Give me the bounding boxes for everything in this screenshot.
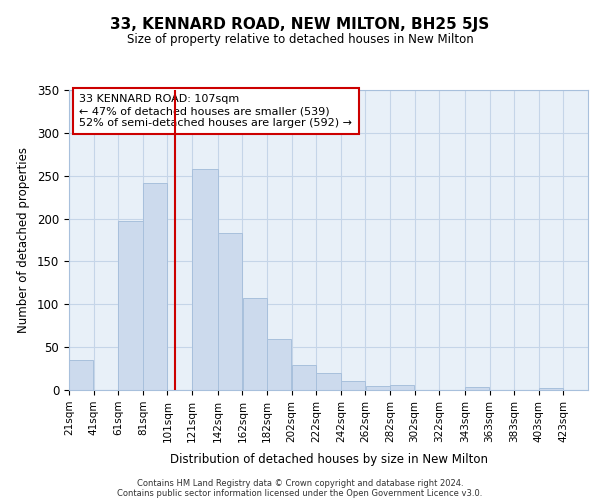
Bar — [390, 385, 415, 390]
Bar — [118, 221, 143, 390]
Bar — [292, 365, 316, 390]
Bar — [539, 388, 563, 390]
Bar — [341, 382, 365, 390]
Bar — [242, 298, 267, 390]
Y-axis label: Number of detached properties: Number of detached properties — [17, 147, 30, 333]
Text: 33 KENNARD ROAD: 107sqm
← 47% of detached houses are smaller (539)
52% of semi-d: 33 KENNARD ROAD: 107sqm ← 47% of detache… — [79, 94, 352, 128]
X-axis label: Distribution of detached houses by size in New Milton: Distribution of detached houses by size … — [170, 453, 487, 466]
Text: 33, KENNARD ROAD, NEW MILTON, BH25 5JS: 33, KENNARD ROAD, NEW MILTON, BH25 5JS — [110, 18, 490, 32]
Text: Size of property relative to detached houses in New Milton: Size of property relative to detached ho… — [127, 32, 473, 46]
Bar — [69, 360, 94, 390]
Bar — [316, 373, 341, 390]
Bar — [365, 386, 390, 390]
Bar — [267, 338, 292, 390]
Bar — [143, 184, 167, 390]
Bar — [465, 388, 490, 390]
Text: Contains public sector information licensed under the Open Government Licence v3: Contains public sector information licen… — [118, 488, 482, 498]
Bar — [218, 233, 242, 390]
Bar — [192, 169, 218, 390]
Text: Contains HM Land Registry data © Crown copyright and database right 2024.: Contains HM Land Registry data © Crown c… — [137, 478, 463, 488]
